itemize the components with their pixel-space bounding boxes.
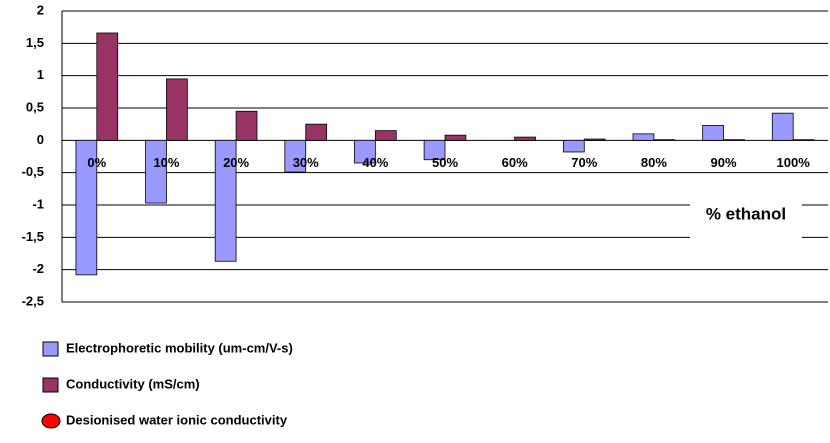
y-tick-label: -1,5: [22, 229, 44, 244]
x-tick-label: 30%: [293, 155, 319, 170]
x-tick-label: 60%: [502, 155, 528, 170]
bar: [423, 139, 446, 161]
bar: [214, 139, 237, 262]
bar: [166, 78, 188, 141]
legend-marker: [41, 413, 61, 429]
legend-label: Conductivity (mS/cm): [66, 376, 200, 391]
y-tick-label: 0: [37, 132, 44, 147]
y-tick-label: -2: [32, 261, 44, 276]
y-tick-label: 2: [37, 2, 44, 17]
x-tick-label: 20%: [223, 155, 249, 170]
bar: [374, 130, 397, 141]
bar: [444, 134, 467, 141]
y-tick-label: 0,5: [26, 99, 44, 114]
bar: [562, 139, 585, 153]
bar: [632, 133, 655, 141]
x-label-box: [690, 190, 802, 240]
y-tick-label: -0,5: [22, 164, 44, 179]
x-axis-label: % ethanol: [706, 204, 786, 223]
bar: [583, 138, 606, 141]
bar: [305, 123, 328, 141]
bar: [284, 139, 307, 173]
y-tick-label: -2,5: [22, 293, 44, 308]
bar: [702, 125, 724, 141]
x-tick-label: 50%: [432, 155, 458, 170]
bar: [723, 139, 745, 141]
bar: [145, 139, 167, 204]
legend-label: Desionised water ionic conductivity: [66, 412, 288, 427]
x-tick-label: 70%: [571, 155, 597, 170]
legend-marker: [42, 341, 59, 357]
y-tick-label: 1,5: [26, 35, 44, 50]
x-tick-label: 100%: [777, 155, 811, 170]
x-tick-label: 80%: [641, 155, 667, 170]
x-tick-label: 0%: [87, 155, 106, 170]
bar: [96, 32, 119, 141]
x-tick-label: 40%: [362, 155, 388, 170]
bar: [653, 139, 676, 141]
x-tick-label: 90%: [711, 155, 737, 170]
bar: [75, 139, 98, 276]
y-tick-label: -1: [32, 196, 44, 211]
x-tick-label: 10%: [153, 155, 179, 170]
legend-label: Electrophoretic mobility (um-cm/V-s): [66, 340, 293, 355]
bar: [235, 110, 258, 141]
bar: [771, 112, 794, 141]
y-tick-label: 1: [37, 67, 44, 82]
bar: [792, 139, 815, 141]
bar: [514, 136, 536, 141]
bar: [354, 139, 376, 164]
legend-marker: [42, 377, 59, 393]
